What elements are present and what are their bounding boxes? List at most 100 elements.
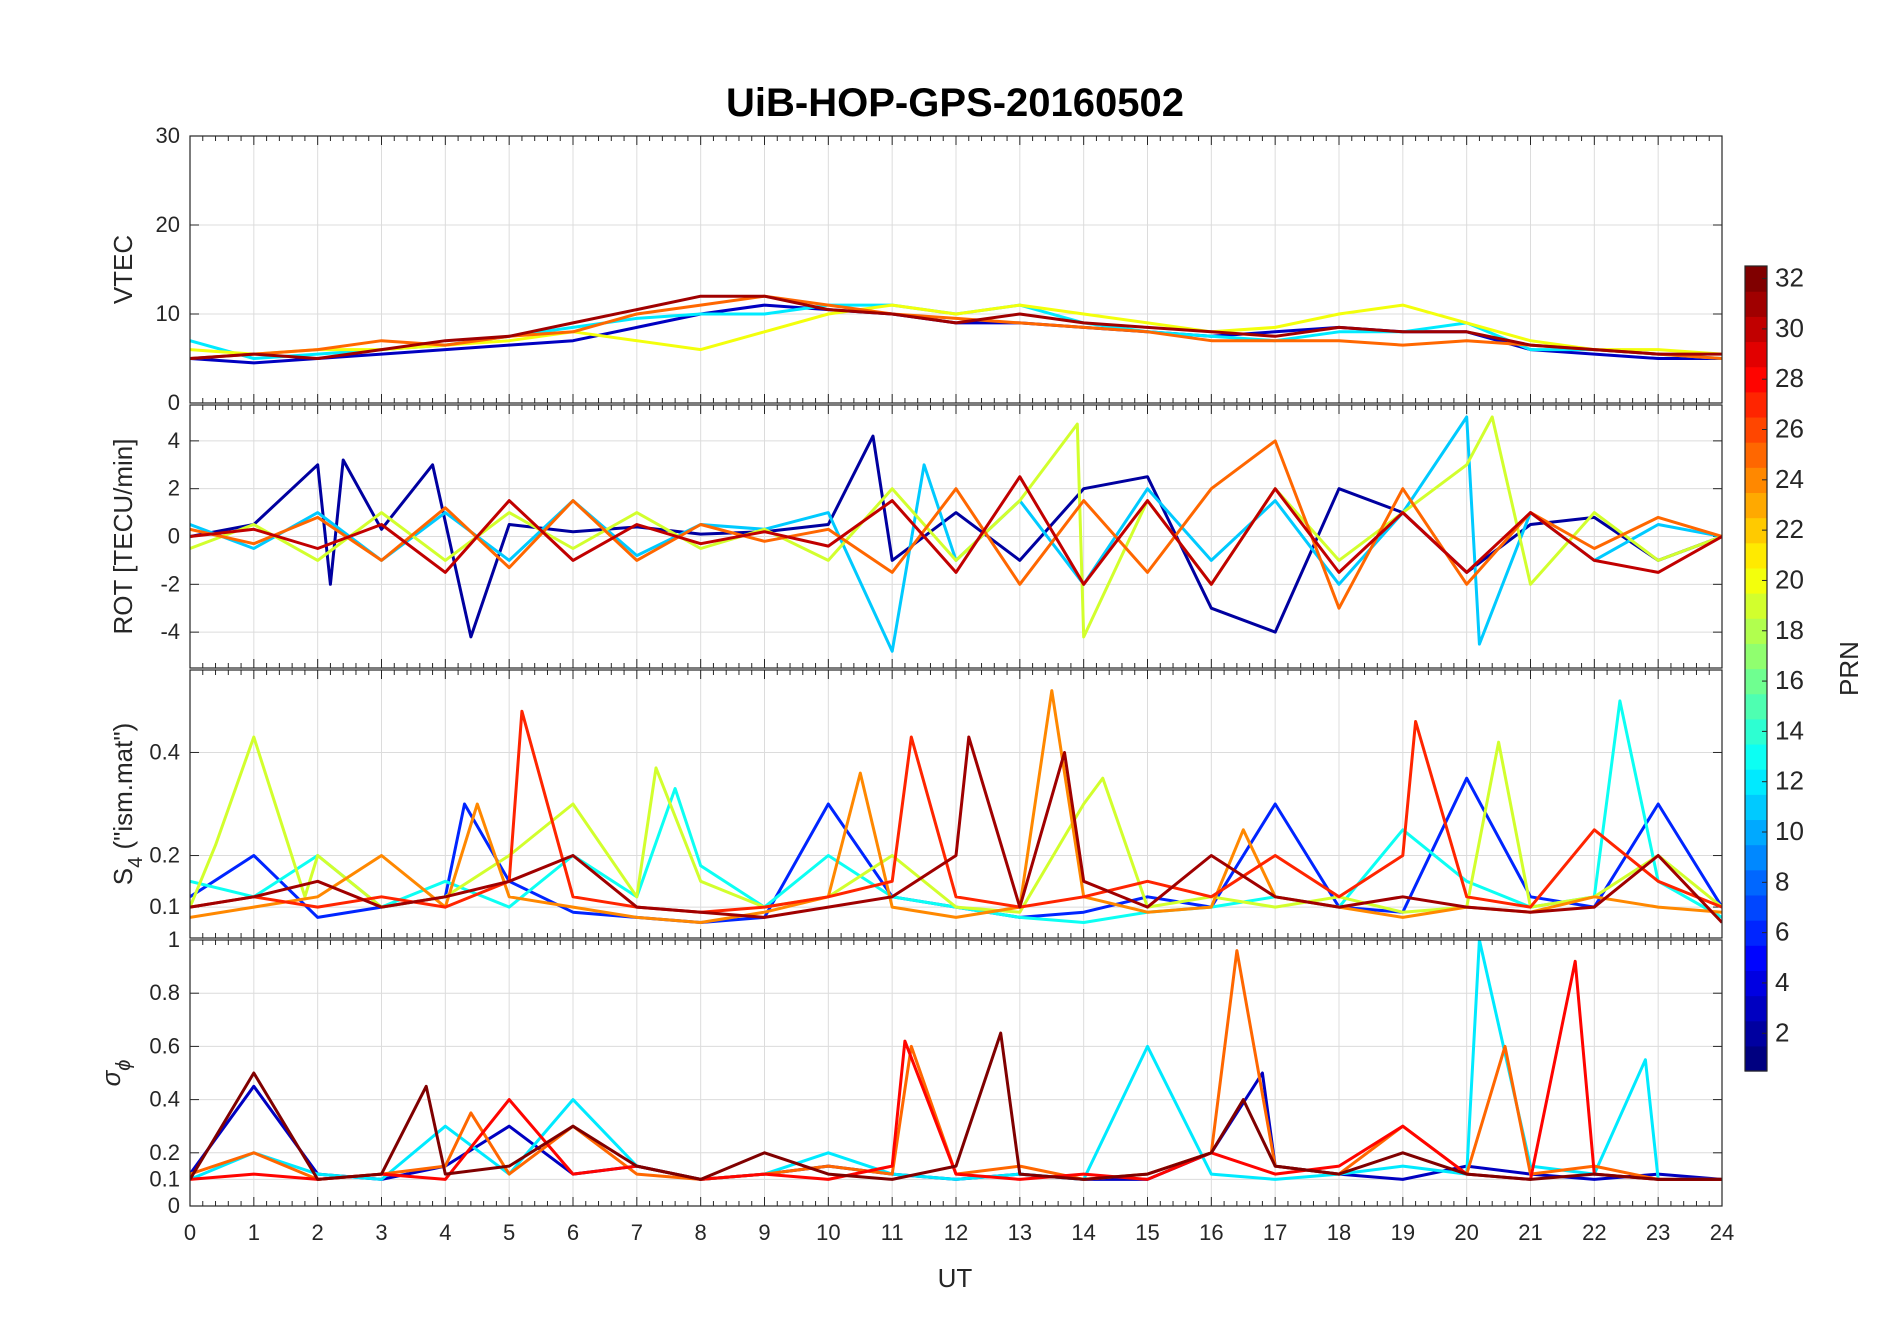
colorbar-swatch bbox=[1745, 794, 1767, 821]
colorbar-swatch bbox=[1745, 894, 1767, 921]
series-line-prn-19 bbox=[190, 415, 1722, 639]
y-axis-label-vtec: VTEC bbox=[108, 235, 138, 304]
x-tick-label: 24 bbox=[1710, 1220, 1734, 1245]
x-tick-label: 11 bbox=[881, 1220, 904, 1245]
y-tick-label: 20 bbox=[156, 212, 180, 237]
colorbar-swatch bbox=[1745, 567, 1767, 594]
colorbar-swatch bbox=[1745, 693, 1767, 720]
colorbar-tick-label: 4 bbox=[1775, 967, 1789, 997]
colorbar-swatch bbox=[1745, 492, 1767, 519]
colorbar-swatch bbox=[1745, 869, 1767, 896]
series-line-prn-25 bbox=[190, 294, 1722, 360]
y-tick-label: 0 bbox=[168, 1193, 180, 1218]
colorbar-tick-label: 14 bbox=[1775, 715, 1804, 745]
colorbar-swatch bbox=[1745, 769, 1767, 795]
x-tick-label: 23 bbox=[1646, 1220, 1670, 1245]
y-axis-label-sigma_phi: σϕ bbox=[96, 1060, 135, 1087]
panel-frame bbox=[189, 135, 1723, 404]
x-tick-label: 13 bbox=[1008, 1220, 1032, 1245]
y-tick-label: -2 bbox=[160, 571, 180, 596]
colorbar-swatch bbox=[1745, 416, 1767, 443]
x-tick-label: 20 bbox=[1454, 1220, 1478, 1245]
x-tick-label: 0 bbox=[184, 1220, 196, 1245]
colorbar-swatch bbox=[1745, 467, 1767, 494]
x-tick-label: 14 bbox=[1071, 1220, 1095, 1245]
x-tick-label: 1 bbox=[248, 1220, 260, 1245]
y-tick-label: 0.4 bbox=[149, 1087, 180, 1112]
series-line-prn-30 bbox=[190, 475, 1722, 586]
colorbar-tick-label: 18 bbox=[1775, 615, 1804, 645]
y-tick-label: 0.8 bbox=[149, 980, 180, 1005]
x-tick-label: 2 bbox=[312, 1220, 324, 1245]
y-tick-label: 0 bbox=[168, 390, 180, 415]
colorbar-swatch bbox=[1745, 1045, 1767, 1072]
colorbar-tick-label: 20 bbox=[1775, 564, 1804, 594]
y-tick-label: 4 bbox=[168, 428, 180, 453]
colorbar-swatch bbox=[1745, 819, 1767, 846]
colorbar-tick-label: 12 bbox=[1775, 766, 1804, 796]
colorbar-label: PRN bbox=[1834, 641, 1864, 696]
colorbar-tick-label: 24 bbox=[1775, 464, 1804, 494]
panel-s4: 0.1 0.2 0.4S4 ("ism.mat") bbox=[108, 669, 1723, 939]
x-tick-label: 18 bbox=[1327, 1220, 1351, 1245]
y-tick-label: 10 bbox=[156, 301, 180, 326]
colorbar-frame bbox=[1744, 265, 1768, 1072]
x-tick-label: 21 bbox=[1518, 1220, 1542, 1245]
series-line-prn-27 bbox=[190, 709, 1722, 914]
figure-title: UiB-HOP-GPS-20160502 bbox=[726, 81, 1184, 125]
colorbar-swatch bbox=[1745, 970, 1767, 997]
colorbar-swatch bbox=[1745, 593, 1767, 619]
colorbar-swatch bbox=[1745, 291, 1767, 317]
colorbar-tick-label: 30 bbox=[1775, 313, 1804, 343]
x-tick-label: 22 bbox=[1582, 1220, 1606, 1245]
series-line-prn-31 bbox=[190, 735, 1722, 924]
panel-frame bbox=[189, 939, 1723, 1207]
panel-frame bbox=[189, 669, 1723, 939]
y-tick-label: 0.6 bbox=[149, 1033, 180, 1058]
colorbar-swatch bbox=[1745, 341, 1767, 368]
x-tick-label: 4 bbox=[439, 1220, 451, 1245]
colorbar-swatch bbox=[1745, 366, 1767, 393]
colorbar-swatch bbox=[1745, 945, 1767, 971]
y-axis-label-rot: ROT [TECU/min] bbox=[108, 439, 138, 635]
panel-rot: -4 -2 0 2 4 ROT [TECU/min] bbox=[108, 404, 1723, 669]
colorbar-tick-label: 32 bbox=[1775, 263, 1804, 293]
colorbar-tick-label: 10 bbox=[1775, 816, 1804, 846]
colorbar-swatch bbox=[1745, 743, 1767, 770]
colorbar-swatch bbox=[1745, 391, 1767, 418]
colorbar-swatch bbox=[1745, 316, 1767, 343]
y-tick-label: 0.2 bbox=[149, 1140, 180, 1165]
x-tick-label: 6 bbox=[567, 1220, 579, 1245]
colorbar-tick-label: 6 bbox=[1775, 917, 1789, 947]
x-tick-label: 12 bbox=[944, 1220, 968, 1245]
colorbar-swatch bbox=[1745, 718, 1767, 745]
y-tick-label: 1 bbox=[168, 927, 180, 952]
x-tick-label: 17 bbox=[1263, 1220, 1287, 1245]
colorbar-tick-label: 8 bbox=[1775, 866, 1789, 896]
panel-frame bbox=[189, 404, 1723, 669]
colorbar-swatch bbox=[1745, 643, 1767, 670]
colorbar-swatch bbox=[1745, 542, 1767, 569]
x-tick-labels: 0 1 2 3 4 5 6 7 8 9 10 11 12 13 14 15 16 17 18 19 20 21 22 23 24 bbox=[184, 1220, 1734, 1245]
colorbar-tick-label: 28 bbox=[1775, 363, 1804, 393]
colorbar-swatch bbox=[1745, 618, 1767, 644]
series-line-prn-25 bbox=[190, 439, 1722, 610]
series-line-prn-32 bbox=[190, 1031, 1722, 1181]
series-line-prn-31 bbox=[190, 294, 1722, 360]
x-tick-label: 16 bbox=[1199, 1220, 1223, 1245]
y-tick-label: 0.2 bbox=[149, 843, 180, 868]
y-tick-label: -4 bbox=[160, 619, 180, 644]
y-tick-label: 0.1 bbox=[149, 1166, 180, 1191]
colorbar-swatch bbox=[1745, 1020, 1767, 1047]
colorbar-tick-label: 2 bbox=[1775, 1017, 1789, 1047]
x-tick-label: 9 bbox=[758, 1220, 770, 1245]
colorbar-swatch bbox=[1745, 266, 1767, 292]
x-tick-label: 7 bbox=[631, 1220, 643, 1245]
x-axis-label: UT bbox=[938, 1263, 973, 1293]
panel-vtec: 0 10 20 30 VTEC bbox=[108, 123, 1723, 415]
colorbar-swatch bbox=[1745, 668, 1767, 695]
colorbar-tick-label: 16 bbox=[1775, 665, 1804, 695]
